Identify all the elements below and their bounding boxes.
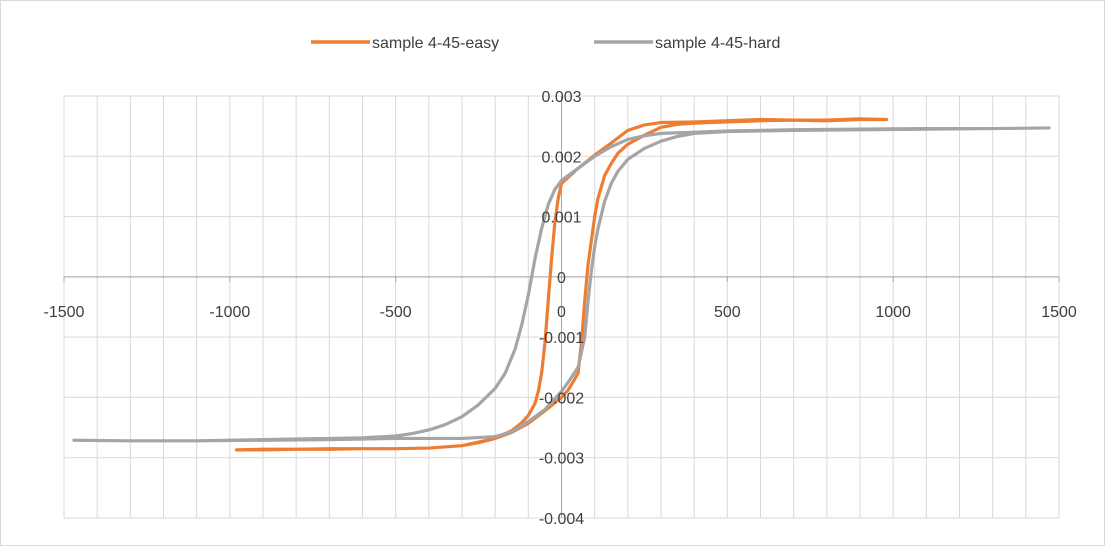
- y-tick-label: 0.001: [541, 210, 581, 227]
- axes: [63, 96, 1060, 518]
- x-tick-label: 0: [557, 304, 566, 321]
- x-tick-label: -500: [380, 304, 412, 321]
- x-tick-label: -1500: [44, 304, 85, 321]
- x-tick-label: 1500: [1041, 304, 1077, 321]
- y-tick-label: 0.003: [541, 89, 581, 106]
- legend-label: sample 4-45-easy: [372, 35, 499, 52]
- tick-labels: -1500 -1000 -500 0 500 1000 1500 0.003 0.002 0.00…: [44, 89, 1077, 528]
- y-tick-label: 0.002: [541, 149, 581, 166]
- y-tick-label: -0.002: [539, 390, 584, 407]
- series: [72, 117, 1051, 452]
- y-tick-label: -0.004: [539, 511, 584, 528]
- legend-label: sample 4-45-hard: [655, 35, 780, 52]
- x-tick-label: 1000: [875, 304, 911, 321]
- x-tick-label: -1000: [209, 304, 250, 321]
- y-tick-label: -0.003: [539, 451, 584, 468]
- series-line-hard: [72, 126, 1051, 443]
- legend: sample 4-45-easy sample 4-45-hard: [311, 35, 780, 52]
- y-tick-label: 0: [557, 270, 566, 287]
- y-tick-label: -0.001: [539, 330, 584, 347]
- x-tick-label: 500: [714, 304, 741, 321]
